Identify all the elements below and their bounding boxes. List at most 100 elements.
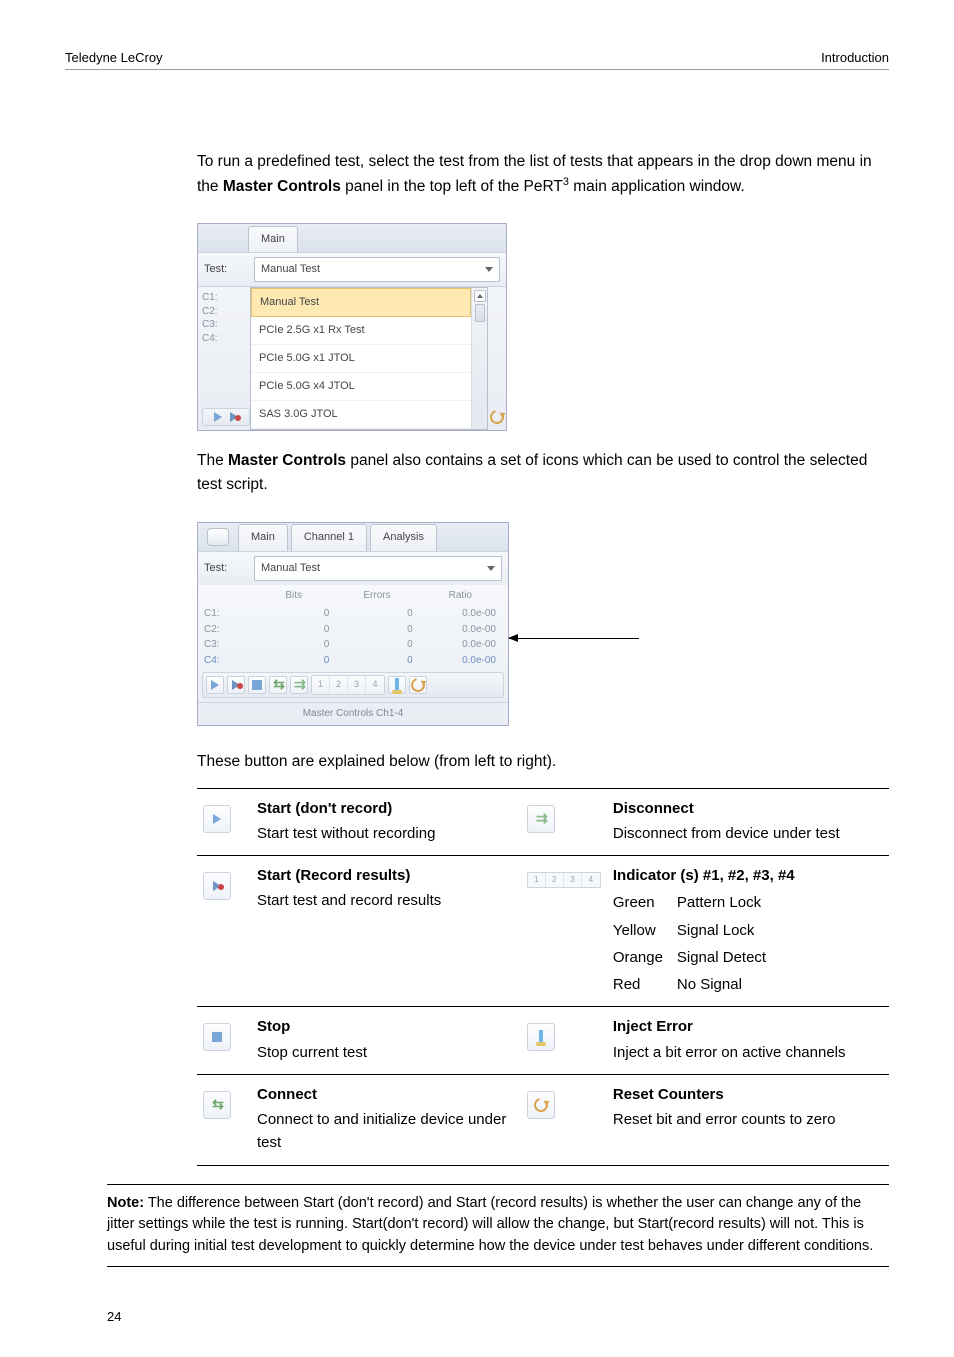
indicator: 1 [528, 873, 546, 887]
btn-title: Reset Counters [613, 1083, 883, 1106]
note-text: The difference between Start (don't reco… [107, 1195, 873, 1255]
indicator: 3 [348, 676, 366, 694]
signal-legend: GreenPattern Lock YellowSignal Lock Oran… [613, 891, 883, 996]
tab-channel1[interactable]: Channel 1 [291, 524, 367, 550]
scroll-thumb[interactable] [475, 304, 485, 322]
scrollbar[interactable] [471, 288, 487, 429]
test-label: Test: [204, 261, 254, 278]
tab-analysis[interactable]: Analysis [370, 524, 437, 550]
channel-label: C3: [202, 318, 246, 332]
note-box: Note: The difference between Start (don'… [107, 1184, 889, 1267]
page-header: Teledyne LeCroy Introduction [65, 50, 889, 70]
connect-button[interactable]: ⇆ [269, 676, 287, 694]
chevron-down-icon [487, 566, 495, 571]
test-dropdown[interactable]: Manual Test [254, 556, 502, 581]
control-toolbar: ⇆ ⇉ 1 2 3 4 [202, 672, 504, 698]
paragraph-1: To run a predefined test, select the tes… [197, 150, 889, 199]
col-head [204, 588, 252, 604]
cell: 0.0e-00 [419, 622, 502, 638]
btn-desc: Connect to and initialize device under t… [257, 1108, 515, 1155]
btn-title: Stop [257, 1015, 515, 1038]
indicator: 3 [564, 873, 582, 887]
header-left: Teledyne LeCroy [65, 50, 163, 65]
dropdown-item[interactable]: PCIe 5.0G x1 JTOL [251, 345, 471, 373]
scroll-up-icon[interactable] [474, 290, 486, 302]
chevron-down-icon [485, 267, 493, 272]
text: panel in the top left of the PeRT [341, 178, 563, 195]
test-value: Manual Test [261, 261, 320, 278]
btn-desc: Disconnect from device under test [613, 822, 883, 845]
disconnect-button[interactable]: ⇉ [290, 676, 308, 694]
cell: 0 [252, 606, 335, 622]
legend-color: Red [613, 973, 677, 996]
btn-title: Disconnect [613, 797, 883, 820]
mini-toolbar [202, 408, 250, 426]
legend-label: Signal Lock [677, 919, 883, 942]
test-dropdown[interactable]: Manual Test [254, 257, 500, 282]
stop-icon [203, 1023, 231, 1051]
indicator: 1 [312, 676, 330, 694]
indicator: 2 [330, 676, 348, 694]
legend-color: Orange [613, 946, 677, 969]
indicator: 4 [582, 873, 600, 887]
panel-footer: Master Controls Ch1-4 [198, 702, 508, 725]
btn-desc: Start test and record results [257, 889, 515, 912]
stop-button[interactable] [248, 676, 266, 694]
dropdown-item[interactable]: SAS 3.0G JTOL [251, 401, 471, 429]
btn-title: Indicator (s) #1, #2, #3, #4 [613, 864, 883, 887]
record-icon [203, 872, 231, 900]
channel-label: C2: [202, 305, 246, 319]
text-bold: Master Controls [228, 452, 346, 469]
cell: 0 [335, 653, 418, 669]
btn-title: Inject Error [613, 1015, 883, 1038]
start-record-button[interactable] [227, 676, 245, 694]
page-number: 24 [107, 1307, 889, 1327]
record-icon[interactable] [227, 410, 241, 424]
play-icon [203, 805, 231, 833]
text: The [197, 452, 228, 469]
cell: 0 [252, 637, 335, 653]
cell: C4: [204, 653, 252, 669]
cell: 0.0e-00 [419, 637, 502, 653]
col-head: Ratio [419, 588, 502, 604]
start-button[interactable] [206, 676, 224, 694]
inject-error-button[interactable] [388, 676, 406, 694]
cell: 0 [335, 637, 418, 653]
disconnect-icon: ⇉ [527, 805, 555, 833]
tab-main[interactable]: Main [248, 226, 298, 252]
dropdown-item[interactable]: PCIe 5.0G x4 JTOL [251, 373, 471, 401]
tab-main[interactable]: Main [238, 524, 288, 550]
channel-label: C4: [202, 332, 246, 346]
indicator: 4 [366, 676, 384, 694]
cell: 0.0e-00 [419, 653, 502, 669]
screenshot-dropdown: Main Test: Manual Test C1: C2: C3: C4: [197, 223, 507, 431]
indicator-bar: 1 2 3 4 [311, 675, 385, 695]
test-value: Manual Test [261, 560, 320, 577]
cell: C2: [204, 622, 252, 638]
legend-label: Pattern Lock [677, 891, 883, 914]
connect-icon: ⇆ [203, 1091, 231, 1119]
dropdown-item[interactable]: PCIe 2.5G x1 Rx Test [251, 317, 471, 345]
paragraph-3: These button are explained below (from l… [197, 750, 889, 774]
btn-title: Connect [257, 1083, 515, 1106]
cell: 0 [252, 622, 335, 638]
callout-arrow [509, 638, 639, 639]
legend-color: Green [613, 891, 677, 914]
col-head: Errors [335, 588, 418, 604]
paragraph-2: The Master Controls panel also contains … [197, 449, 889, 497]
legend-label: Signal Detect [677, 946, 883, 969]
app-menu-icon[interactable] [198, 523, 238, 551]
cell: C3: [204, 637, 252, 653]
btn-desc: Inject a bit error on active channels [613, 1041, 883, 1064]
play-icon[interactable] [211, 410, 225, 424]
dropdown-list: Manual Test PCIe 2.5G x1 Rx Test PCIe 5.… [250, 287, 488, 430]
text-bold: Master Controls [223, 178, 341, 195]
dropdown-item[interactable]: Manual Test [251, 288, 471, 317]
reset-icon[interactable] [490, 410, 504, 424]
legend-color: Yellow [613, 919, 677, 942]
reset-counters-button[interactable] [409, 676, 427, 694]
cell: 0.0e-00 [419, 606, 502, 622]
cell: 0 [335, 622, 418, 638]
test-label: Test: [204, 560, 254, 577]
channel-label: C1: [202, 291, 246, 305]
